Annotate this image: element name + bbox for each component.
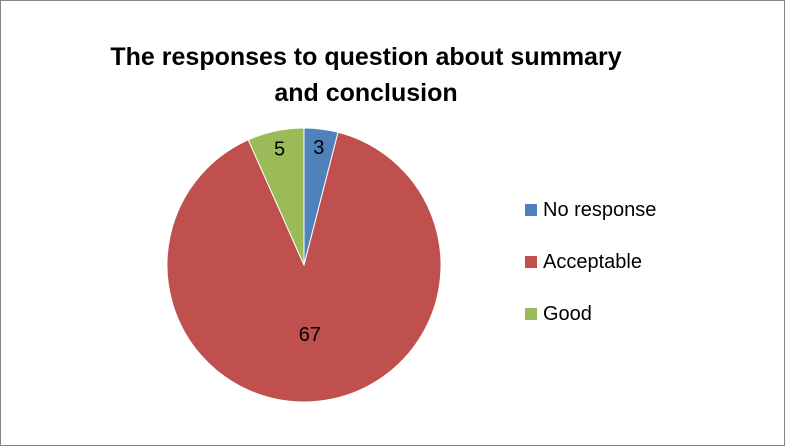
legend-label-no-response: No response bbox=[543, 199, 656, 221]
chart-title-line-2: and conclusion bbox=[274, 79, 458, 107]
legend-swatch-good bbox=[525, 308, 537, 320]
legend: No response Acceptable Good bbox=[525, 199, 656, 325]
data-label-good: 5 bbox=[274, 139, 285, 161]
chart-title: The responses to question about summary … bbox=[61, 39, 671, 111]
legend-label-good: Good bbox=[543, 303, 592, 325]
legend-swatch-no-response bbox=[525, 204, 537, 216]
pie-slices bbox=[166, 127, 442, 403]
chart-title-line-1: The responses to question about summary bbox=[110, 43, 622, 71]
pie-data-labels: 3 67 5 bbox=[274, 137, 324, 346]
pie-slice-acceptable bbox=[166, 131, 442, 403]
data-label-no-response: 3 bbox=[313, 137, 324, 159]
legend-label-acceptable: Acceptable bbox=[543, 251, 642, 273]
data-label-acceptable: 67 bbox=[299, 324, 321, 346]
legend-swatch-acceptable bbox=[525, 256, 537, 268]
pie-slice-good bbox=[247, 127, 305, 266]
